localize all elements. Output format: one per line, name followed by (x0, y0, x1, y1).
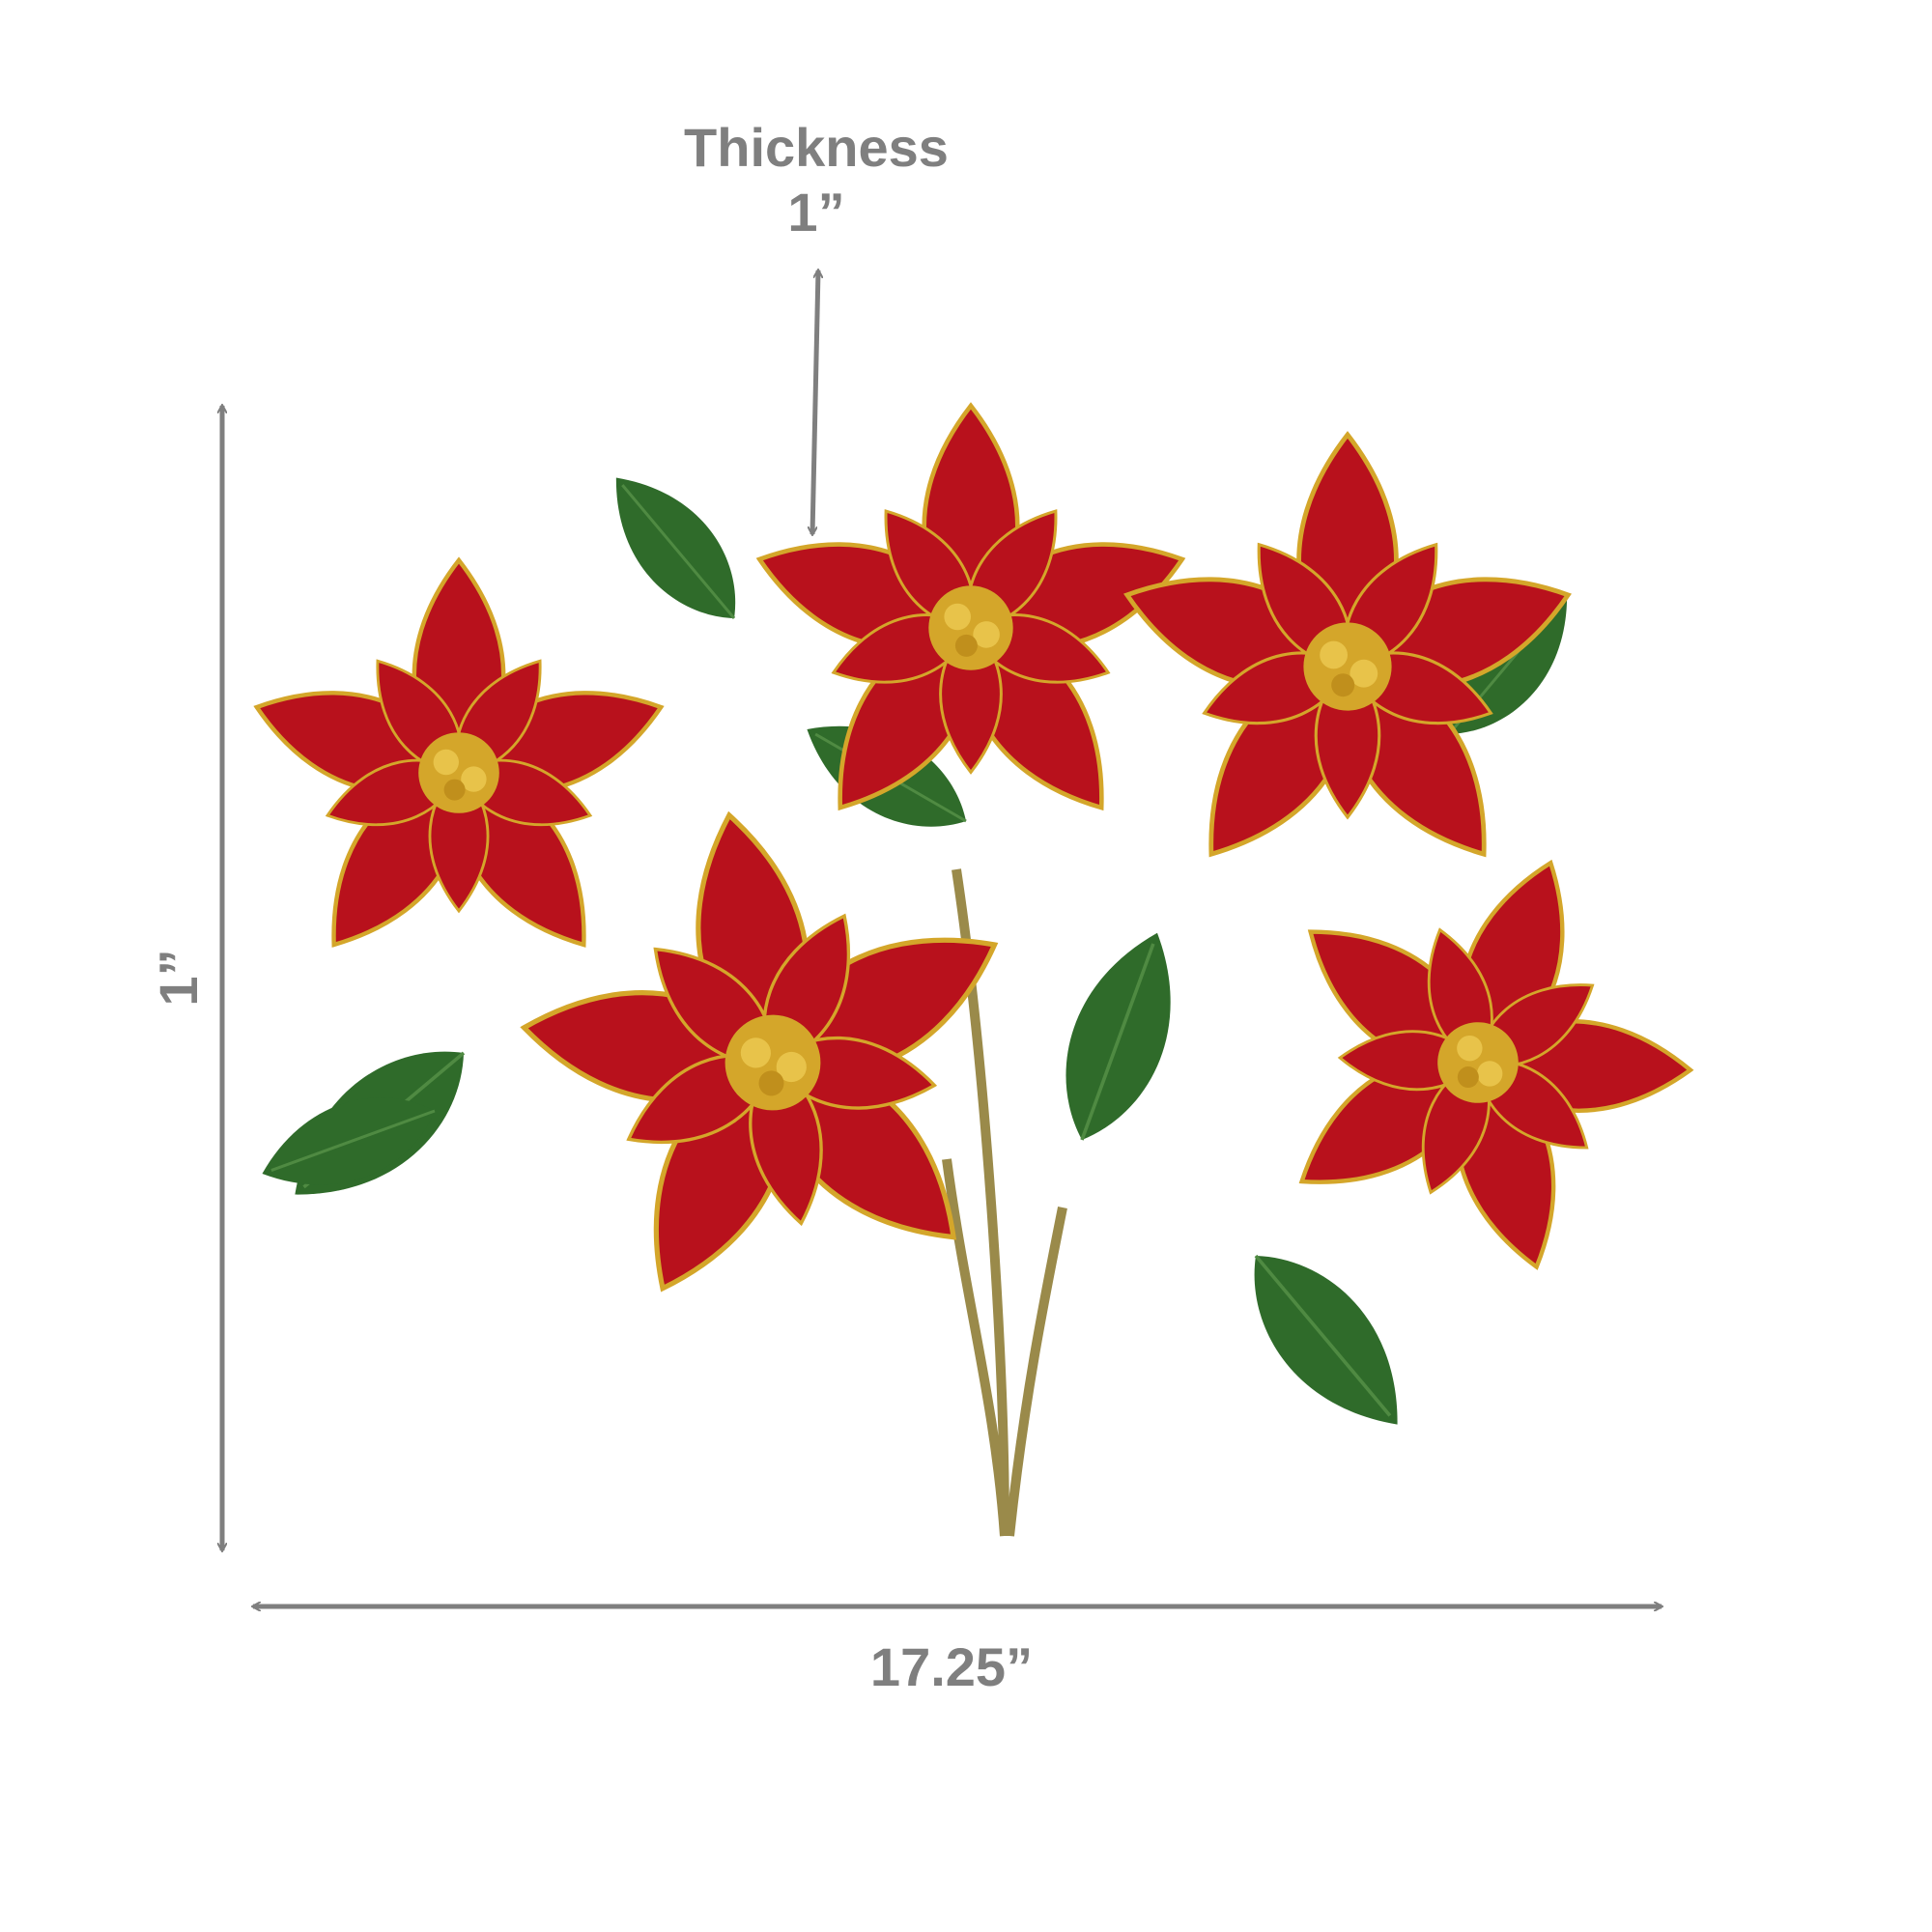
thickness-value: 1” (787, 182, 845, 242)
width-value: 17.25” (869, 1636, 1034, 1697)
thickness-label: Thickness (684, 117, 949, 178)
poinsettia-flowers (242, 406, 1753, 1338)
thickness-arrow (812, 270, 818, 534)
height-value: 1” (148, 949, 209, 1007)
